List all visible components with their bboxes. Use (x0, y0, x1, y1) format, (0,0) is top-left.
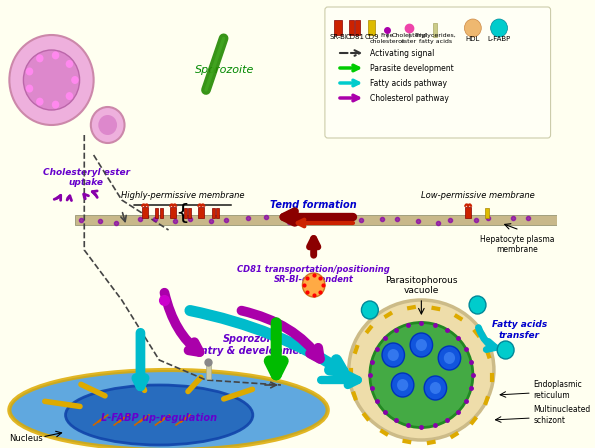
Circle shape (497, 341, 514, 359)
Text: HDL: HDL (466, 36, 480, 42)
Bar (465, 207, 471, 218)
FancyArrowPatch shape (54, 195, 61, 200)
Circle shape (410, 333, 433, 357)
FancyArrowPatch shape (136, 333, 145, 386)
FancyArrowPatch shape (190, 310, 343, 371)
Bar (212, 208, 215, 218)
FancyArrowPatch shape (92, 191, 97, 198)
Circle shape (392, 373, 414, 397)
FancyArrowPatch shape (284, 211, 353, 223)
Circle shape (491, 19, 508, 37)
FancyArrowPatch shape (270, 323, 283, 375)
Bar (334, 20, 342, 35)
Circle shape (438, 346, 461, 370)
Bar (355, 20, 359, 35)
Text: Fatty acids
transfer: Fatty acids transfer (492, 320, 547, 340)
FancyArrowPatch shape (309, 238, 318, 255)
Circle shape (302, 273, 325, 297)
Bar (75, 215, 557, 225)
Text: SR-BI: SR-BI (329, 34, 347, 40)
Text: Parasite development: Parasite development (370, 64, 453, 73)
Bar (142, 207, 148, 218)
Text: Highly-permissive membrane: Highly-permissive membrane (121, 191, 245, 200)
Bar (368, 20, 375, 35)
Text: Cholesteryl
ester: Cholesteryl ester (392, 33, 427, 44)
Circle shape (424, 376, 447, 400)
Text: Temd formation: Temd formation (270, 200, 357, 210)
Circle shape (36, 54, 43, 62)
Ellipse shape (349, 300, 494, 440)
Text: Cholesterol pathway: Cholesterol pathway (370, 94, 449, 103)
Text: CD81: CD81 (345, 34, 364, 40)
Text: Low-permissive membrane: Low-permissive membrane (421, 191, 534, 200)
Text: CD81 transportation/positioning
SR-BI-dependent: CD81 transportation/positioning SR-BI-de… (237, 265, 390, 284)
Text: Triglycerides,
fatty acids: Triglycerides, fatty acids (415, 33, 456, 44)
Ellipse shape (65, 385, 253, 445)
Text: {: { (176, 203, 190, 223)
Text: Free
cholesterol: Free cholesterol (369, 33, 404, 44)
FancyBboxPatch shape (325, 7, 550, 138)
Circle shape (469, 296, 486, 314)
FancyArrowPatch shape (321, 375, 358, 385)
Bar (155, 208, 158, 218)
Circle shape (444, 352, 455, 364)
FancyArrowPatch shape (478, 327, 496, 349)
Text: Cholesteryl ester
uptake: Cholesteryl ester uptake (43, 168, 130, 187)
Text: Sporozoite
entry & development: Sporozoite entry & development (195, 334, 311, 356)
Circle shape (26, 68, 33, 75)
FancyArrowPatch shape (298, 220, 353, 226)
Circle shape (26, 85, 33, 93)
Bar (160, 208, 163, 218)
Text: Hepatocyte plasma
membrane: Hepatocyte plasma membrane (480, 235, 554, 254)
Text: L-FABP: L-FABP (487, 36, 511, 42)
Bar (183, 208, 186, 218)
Text: Parasitophorous
vacuole: Parasitophorous vacuole (385, 276, 458, 295)
Text: L-FABP up-regulation: L-FABP up-regulation (101, 413, 217, 423)
Bar (206, 365, 211, 379)
Circle shape (361, 301, 378, 319)
Circle shape (10, 35, 93, 125)
Text: Activating signal: Activating signal (370, 48, 434, 57)
Bar (188, 208, 191, 218)
Bar (198, 207, 204, 218)
Text: Sporozoite: Sporozoite (195, 65, 255, 75)
Circle shape (397, 379, 408, 391)
Circle shape (71, 76, 79, 84)
Circle shape (65, 92, 73, 100)
Text: Fatty acids pathway: Fatty acids pathway (370, 78, 447, 87)
Text: Endoplasmic
reticulum: Endoplasmic reticulum (534, 380, 583, 400)
Bar (216, 208, 219, 218)
Circle shape (36, 98, 43, 106)
Circle shape (416, 339, 427, 351)
Bar (433, 23, 437, 37)
Circle shape (52, 101, 60, 108)
FancyArrowPatch shape (164, 293, 199, 352)
Ellipse shape (370, 323, 473, 427)
Bar (349, 20, 354, 35)
Circle shape (388, 349, 399, 361)
Circle shape (23, 50, 80, 110)
Ellipse shape (10, 370, 328, 448)
FancyArrowPatch shape (242, 310, 320, 359)
Circle shape (98, 115, 117, 135)
Circle shape (91, 107, 124, 143)
Bar (170, 207, 176, 218)
Circle shape (382, 343, 405, 367)
Text: Multinucleated
schizont: Multinucleated schizont (534, 405, 591, 425)
FancyArrowPatch shape (67, 196, 71, 201)
Circle shape (430, 382, 441, 394)
Circle shape (52, 52, 60, 60)
Circle shape (465, 19, 481, 37)
Circle shape (65, 60, 73, 68)
Text: CD9: CD9 (365, 34, 379, 40)
Bar (485, 208, 489, 218)
FancyArrowPatch shape (84, 194, 89, 199)
Text: Nucleus: Nucleus (10, 434, 43, 443)
